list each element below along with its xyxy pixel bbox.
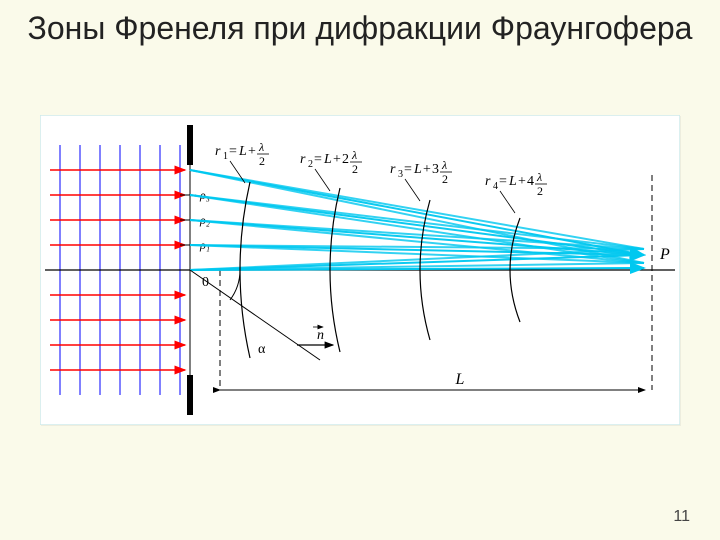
svg-text:L: L (455, 371, 465, 388)
svg-text:L: L (508, 174, 517, 189)
svg-text:λ: λ (351, 148, 357, 162)
svg-text:1: 1 (223, 151, 228, 162)
svg-text:4: 4 (493, 181, 498, 192)
svg-text:+: + (248, 144, 256, 159)
svg-text:+: + (423, 162, 431, 177)
svg-text:α: α (258, 342, 266, 357)
svg-text:4: 4 (527, 174, 534, 189)
svg-text:=: = (404, 162, 412, 177)
optics-diagram: ρ₃ρ₂ρ₁0αnLPr1=L+λ2r2=L+2λ2r3=L+3λ2r4=L+4… (40, 115, 680, 425)
svg-text:2: 2 (259, 154, 265, 168)
svg-text:r: r (390, 162, 396, 177)
svg-text:r: r (215, 144, 221, 159)
svg-text:λ: λ (258, 140, 264, 154)
svg-text:3: 3 (398, 169, 403, 180)
title-text: Зоны Френеля при дифракции Фраунгофера (28, 10, 693, 46)
diagram-container: ρ₃ρ₂ρ₁0αnLPr1=L+λ2r2=L+2λ2r3=L+3λ2r4=L+4… (40, 115, 680, 425)
svg-text:r: r (485, 174, 491, 189)
page-number: 11 (673, 508, 690, 526)
svg-text:L: L (413, 162, 422, 177)
svg-text:2: 2 (308, 159, 313, 170)
svg-text:+: + (333, 152, 341, 167)
svg-text:2: 2 (442, 172, 448, 186)
svg-text:λ: λ (536, 170, 542, 184)
svg-text:2: 2 (342, 152, 349, 167)
svg-text:L: L (323, 152, 332, 167)
svg-text:+: + (518, 174, 526, 189)
svg-text:=: = (314, 152, 322, 167)
svg-text:=: = (229, 144, 237, 159)
svg-text:n: n (317, 328, 324, 343)
svg-text:λ: λ (441, 158, 447, 172)
svg-text:P: P (659, 246, 670, 263)
svg-text:ρ₃: ρ₃ (199, 188, 210, 202)
svg-text:2: 2 (352, 162, 358, 176)
svg-text:L: L (238, 144, 247, 159)
svg-text:=: = (499, 174, 507, 189)
page-title: Зоны Френеля при дифракции Фраунгофера (0, 0, 720, 47)
svg-text:2: 2 (537, 184, 543, 198)
svg-text:r: r (300, 152, 306, 167)
svg-text:3: 3 (432, 162, 439, 177)
